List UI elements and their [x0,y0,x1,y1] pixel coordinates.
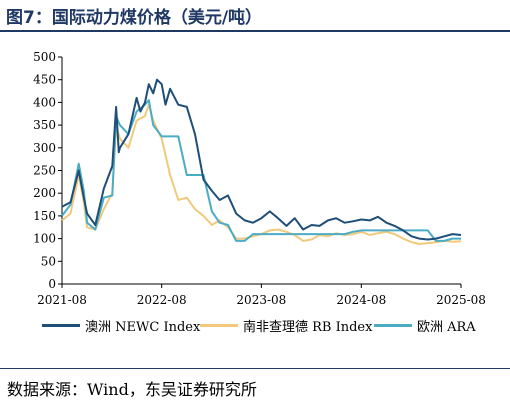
legend-label-rb: 南非查理德 RB Index [243,320,373,335]
y-tick-label: 300 [33,141,56,155]
chart-series [61,78,462,245]
legend-swatch-ara [374,324,412,327]
y-tick-label: 50 [41,254,56,268]
y-tick-label: 500 [33,50,56,64]
legend-label-newc: 澳洲 NEWC Index [85,320,201,335]
series-newc-line [61,78,462,241]
x-tick-label: 2024-08 [336,293,386,307]
series-rb-line [61,103,462,245]
x-tick-label: 2022-08 [137,293,187,307]
chart-axes: 0 50 100 150 200 250 300 350 400 450 500 2021-08 202… [33,50,486,307]
series-ara-line [61,99,461,242]
chart-legend: 澳洲 NEWC Index 南非查理德 RB Index 欧洲 ARA [0,316,510,338]
x-tick-label: 2023-08 [236,293,286,307]
y-tick-label: 200 [33,186,56,200]
chart-title: 图7：国际动力煤价格（美元/吨） [6,8,263,28]
legend-label-ara: 欧洲 ARA [417,320,476,335]
legend-item-ara: 欧洲 ARA [374,316,476,335]
legend-swatch-rb [200,324,238,327]
x-tick-label: 2025-08 [436,293,486,307]
data-source: 数据来源：Wind，东吴证券研究所 [7,380,257,399]
x-tick-label: 2021-08 [37,293,87,307]
y-tick-label: 100 [33,232,56,246]
legend-swatch-newc [42,324,80,327]
y-tick-label: 0 [48,277,56,291]
y-tick-label: 350 [33,118,56,132]
y-tick-label: 400 [33,95,56,109]
y-tick-label: 150 [33,209,56,223]
legend-item-newc: 澳洲 NEWC Index [42,316,200,335]
legend-item-rb: 南非查理德 RB Index [200,316,372,335]
title-divider [0,30,510,32]
y-tick-label: 250 [33,164,56,178]
source-divider [0,368,510,369]
y-tick-label: 450 [33,73,56,87]
